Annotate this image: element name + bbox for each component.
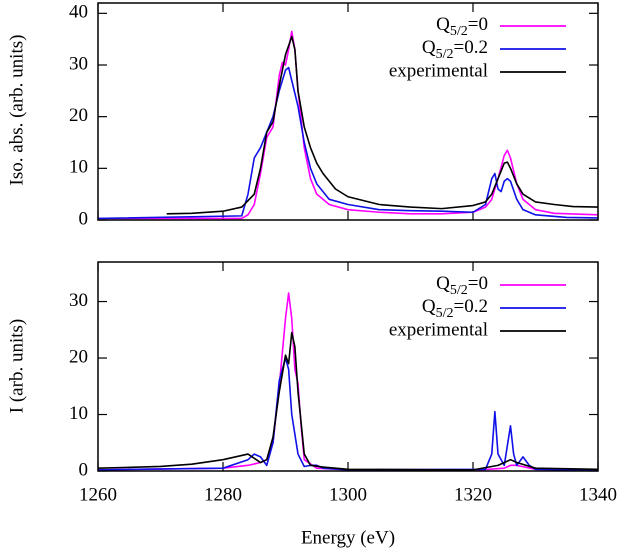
- legend-text: =0.2: [454, 37, 488, 58]
- x-tick-label: 1300: [329, 484, 367, 505]
- legend-text: =0: [468, 14, 488, 35]
- legend-label: Q5/2=0: [436, 14, 488, 39]
- x-tick-label: 1280: [204, 484, 242, 505]
- y-tick-label: 20: [69, 346, 88, 367]
- legend-text: Q: [436, 273, 450, 294]
- y-tick-label: 0: [79, 459, 89, 480]
- x-tick-label: 1340: [579, 484, 617, 505]
- series-line: [98, 357, 598, 471]
- series-line: [98, 292, 598, 471]
- y-tick-label: 10: [69, 403, 88, 424]
- legend-label: Q5/2=0.2: [422, 296, 488, 321]
- legend-subscript: 5/2: [450, 24, 468, 39]
- legend-subscript: 5/2: [450, 283, 468, 298]
- x-tick-label: 1260: [79, 484, 117, 505]
- legend-text: Q: [422, 296, 436, 317]
- y-tick-label: 20: [69, 105, 88, 126]
- series-line: [166, 35, 598, 215]
- legend-subscript: 5/2: [436, 306, 454, 321]
- legend-label: experimental: [389, 319, 488, 340]
- y-tick-label: 40: [69, 2, 88, 23]
- x-axis-label: Energy (eV): [301, 527, 395, 548]
- series-line: [98, 30, 598, 220]
- legend-text: Q: [436, 14, 450, 35]
- y-axis-label: I (arb. units): [6, 319, 27, 413]
- legend-subscript: 5/2: [436, 47, 454, 62]
- plot-frame: [97, 2, 599, 221]
- y-tick-label: 30: [69, 290, 88, 311]
- legend-text: =0.2: [454, 296, 488, 317]
- legend-label: Q5/2=0: [436, 273, 488, 298]
- y-tick-label: 0: [79, 208, 89, 229]
- legend-label: Q5/2=0.2: [422, 37, 488, 62]
- legend-text: Q: [422, 37, 436, 58]
- series-line: [98, 66, 598, 220]
- plot-area: [98, 292, 598, 471]
- x-tick-label: 1320: [454, 484, 492, 505]
- series-line: [98, 331, 598, 471]
- plot-frame: [97, 261, 599, 472]
- y-tick-label: 30: [69, 53, 88, 74]
- legend-label: experimental: [389, 60, 488, 81]
- y-axis-label: Iso. abs. (arb. units): [6, 35, 27, 186]
- legend-text: =0: [468, 273, 488, 294]
- y-tick-label: 10: [69, 157, 88, 178]
- plot-area: [98, 30, 598, 220]
